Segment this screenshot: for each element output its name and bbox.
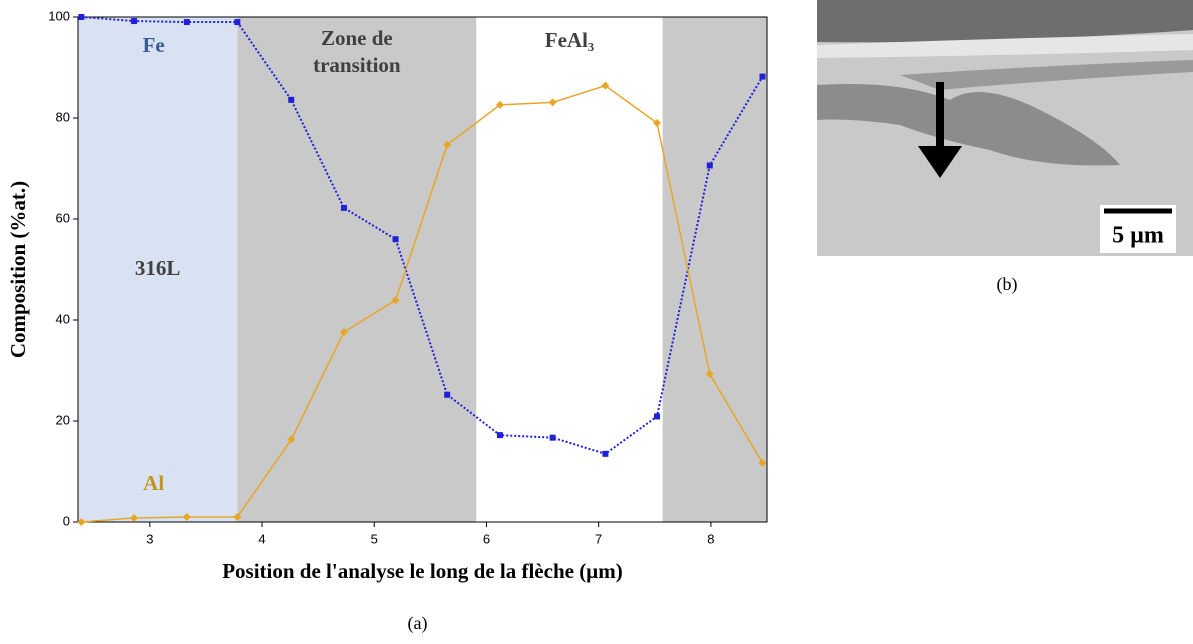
marker [130, 513, 139, 522]
image-phase [817, 84, 1120, 166]
marker [706, 162, 713, 169]
x-tick-label: 5 [371, 531, 378, 546]
y-tick-label: 60 [56, 210, 70, 225]
x-tick-label: 8 [707, 531, 714, 546]
marker [654, 413, 661, 420]
x-tick-label: 7 [595, 531, 602, 546]
marker [601, 81, 610, 90]
zone-label: FeAl₃ [545, 28, 594, 52]
marker [705, 370, 714, 379]
scale-label: 5 µm [1112, 223, 1164, 249]
marker [78, 14, 85, 20]
x-tick-label: 6 [483, 531, 490, 546]
marker [759, 73, 766, 80]
series-label: Al [143, 471, 164, 495]
marker [183, 19, 190, 26]
y-tick-label: 40 [56, 311, 70, 326]
y-tick-label: 0 [63, 513, 70, 528]
zone-label: Zone de [321, 26, 393, 50]
series-label: Fe [143, 33, 165, 57]
marker [548, 98, 557, 107]
x-tick-label: 4 [258, 531, 265, 546]
marker [391, 296, 400, 305]
marker [234, 19, 241, 26]
chart-caption: (a) [408, 613, 428, 634]
marker [653, 119, 662, 128]
marker [444, 391, 451, 398]
zone-label: transition [313, 53, 401, 77]
marker [758, 458, 767, 467]
marker [496, 432, 503, 439]
image-band [817, 34, 1193, 58]
zone [237, 17, 477, 522]
series-line [81, 84, 764, 523]
marker [443, 140, 452, 149]
marker [549, 434, 556, 441]
x-axis-label: Position de l'analyse le long de la flèc… [222, 559, 623, 583]
zone [78, 17, 238, 522]
marker [602, 450, 609, 457]
zone [662, 17, 767, 522]
y-tick-label: 100 [48, 8, 70, 23]
y-axis-label: Composition (%at.) [6, 181, 30, 358]
image-caption: (b) [997, 274, 1018, 295]
marker [182, 512, 191, 521]
x-tick-label: 3 [146, 531, 153, 546]
marker [339, 328, 348, 337]
series-line [81, 16, 764, 455]
marker [131, 18, 138, 25]
zone-label: 316L [135, 256, 181, 280]
plot-frame [77, 16, 768, 523]
zone [476, 17, 663, 522]
image-top-layer [817, 0, 1193, 43]
sem-image: 5 µm [817, 0, 1193, 256]
image-phase-2 [900, 60, 1193, 90]
arrow-head [918, 146, 962, 178]
y-tick-label: 20 [56, 412, 70, 427]
marker [77, 518, 86, 526]
marker [392, 236, 399, 243]
y-tick-label: 80 [56, 109, 70, 124]
marker [340, 204, 347, 211]
marker [233, 512, 242, 521]
marker [288, 96, 295, 103]
marker [287, 435, 296, 444]
marker [495, 100, 504, 109]
